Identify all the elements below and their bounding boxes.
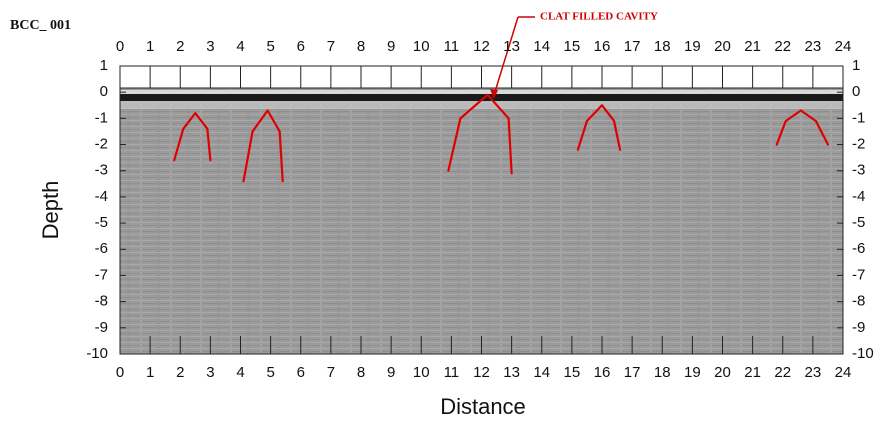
x-tick-label: 24 bbox=[835, 364, 852, 381]
x-tick-label: 1 bbox=[146, 364, 154, 381]
x-tick-label-top: 3 bbox=[206, 38, 214, 55]
x-tick-label: 5 bbox=[266, 364, 274, 381]
x-tick-label: 23 bbox=[805, 364, 822, 381]
x-tick-label: 14 bbox=[533, 364, 550, 381]
y-tick-label-right: 1 bbox=[852, 57, 860, 74]
x-tick-label-top: 17 bbox=[624, 38, 641, 55]
x-tick-label-top: 24 bbox=[835, 38, 852, 55]
hyperbola bbox=[447, 93, 513, 175]
x-tick-label-top: 2 bbox=[176, 38, 184, 55]
y-tick-label: -7 bbox=[95, 266, 108, 283]
x-tick-label-top: 1 bbox=[146, 38, 154, 55]
x-tick-label-top: 0 bbox=[116, 38, 124, 55]
shallow-band bbox=[120, 101, 843, 109]
x-tick-label-top: 23 bbox=[805, 38, 822, 55]
x-tick-label: 16 bbox=[594, 364, 611, 381]
x-tick-label: 2 bbox=[176, 364, 184, 381]
x-tick-label-top: 5 bbox=[266, 38, 274, 55]
x-tick-label: 20 bbox=[714, 364, 731, 381]
y-tick-label: 1 bbox=[100, 57, 108, 74]
x-tick-label: 15 bbox=[564, 364, 581, 381]
y-axis-label: Depth bbox=[38, 181, 63, 240]
y-tick-label-right: -8 bbox=[852, 293, 865, 310]
x-tick-label-top: 19 bbox=[684, 38, 701, 55]
x-tick-label: 12 bbox=[473, 364, 490, 381]
y-tick-label-right: 0 bbox=[852, 83, 860, 100]
chart-title: BCC_ 001 bbox=[10, 18, 71, 33]
radargram-background bbox=[120, 88, 843, 354]
x-tick-label: 21 bbox=[744, 364, 761, 381]
annotation: CLAT FILLED CAVITY bbox=[540, 11, 658, 23]
x-tick-label: 3 bbox=[206, 364, 214, 381]
x-tick-label-top: 10 bbox=[413, 38, 430, 55]
y-tick-label-right: -5 bbox=[852, 214, 865, 231]
x-tick-label-top: 13 bbox=[503, 38, 520, 55]
y-tick-label: -3 bbox=[95, 162, 108, 179]
y-tick-label-right: -3 bbox=[852, 162, 865, 179]
x-tick-label: 0 bbox=[116, 364, 124, 381]
y-tick-label-right: -6 bbox=[852, 240, 865, 257]
y-tick-label-right: -1 bbox=[852, 109, 865, 126]
y-tick-label: -10 bbox=[86, 345, 108, 362]
x-tick-label-top: 21 bbox=[744, 38, 761, 55]
x-tick-label: 4 bbox=[236, 364, 244, 381]
x-tick-label-top: 8 bbox=[357, 38, 365, 55]
x-tick-label-top: 6 bbox=[297, 38, 305, 55]
y-tick-label-right: -2 bbox=[852, 136, 865, 153]
x-tick-label-top: 18 bbox=[654, 38, 671, 55]
x-tick-label: 7 bbox=[327, 364, 335, 381]
x-tick-label: 8 bbox=[357, 364, 365, 381]
surface-band bbox=[120, 90, 843, 94]
x-tick-label-top: 9 bbox=[387, 38, 395, 55]
x-tick-label-top: 7 bbox=[327, 38, 335, 55]
hyperbola bbox=[576, 104, 622, 151]
x-tick-label: 10 bbox=[413, 364, 430, 381]
y-tick-label: -9 bbox=[95, 319, 108, 336]
x-tick-label-top: 4 bbox=[236, 38, 244, 55]
x-tick-label-top: 16 bbox=[594, 38, 611, 55]
x-tick-label-top: 22 bbox=[774, 38, 791, 55]
x-tick-label: 9 bbox=[387, 364, 395, 381]
surface-reflection bbox=[120, 94, 843, 101]
x-tick-label: 18 bbox=[654, 364, 671, 381]
y-tick-label: -6 bbox=[95, 240, 108, 257]
x-tick-label: 22 bbox=[774, 364, 791, 381]
x-tick-label: 13 bbox=[503, 364, 520, 381]
x-tick-label-top: 20 bbox=[714, 38, 731, 55]
hyperbola bbox=[242, 109, 284, 183]
x-tick-label-top: 12 bbox=[473, 38, 490, 55]
x-tick-label: 11 bbox=[444, 364, 460, 381]
annotation-arrow bbox=[493, 16, 519, 96]
x-tick-label: 6 bbox=[297, 364, 305, 381]
x-tick-label: 17 bbox=[624, 364, 641, 381]
y-tick-label-right: -7 bbox=[852, 266, 865, 283]
x-tick-label-top: 14 bbox=[533, 38, 550, 55]
x-tick-label-top: 11 bbox=[444, 38, 460, 55]
hyperbola bbox=[775, 109, 830, 146]
y-tick-label: -5 bbox=[95, 214, 108, 231]
y-tick-label: -2 bbox=[95, 136, 108, 153]
y-tick-label-right: -9 bbox=[852, 319, 865, 336]
x-tick-label: 19 bbox=[684, 364, 701, 381]
y-tick-label: 0 bbox=[100, 83, 108, 100]
y-tick-label-right: -4 bbox=[852, 188, 865, 205]
arrow-head bbox=[490, 89, 498, 99]
hyperbola bbox=[173, 112, 212, 162]
y-tick-label-right: -10 bbox=[852, 345, 874, 362]
x-tick-label-top: 15 bbox=[564, 38, 581, 55]
y-tick-label: -8 bbox=[95, 293, 108, 310]
y-tick-label: -4 bbox=[95, 188, 108, 205]
x-axis-label: Distance bbox=[440, 394, 526, 419]
y-tick-label: -1 bbox=[95, 109, 108, 126]
